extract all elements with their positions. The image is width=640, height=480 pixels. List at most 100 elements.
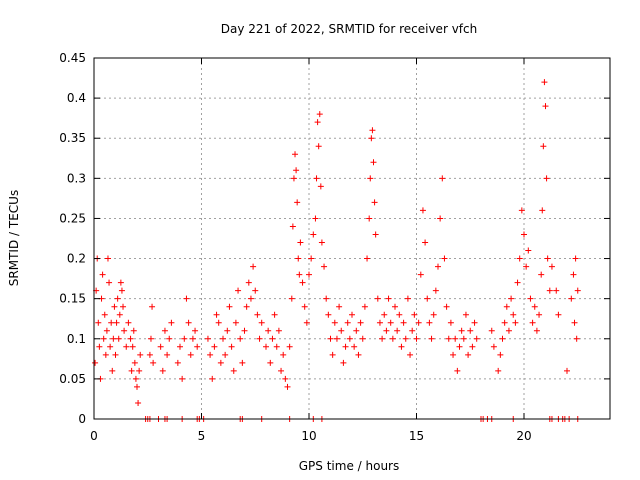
data-point: [121, 327, 128, 334]
data-point: [150, 359, 157, 366]
data-point: [132, 375, 139, 382]
data-point: [316, 111, 323, 118]
data-point: [183, 295, 190, 302]
data-point: [331, 319, 338, 326]
data-point: [521, 231, 527, 238]
data-point: [349, 311, 355, 318]
data-point: [435, 263, 441, 270]
data-point: [376, 319, 383, 326]
data-point: [456, 343, 463, 350]
data-point: [546, 287, 553, 294]
data-point: [174, 359, 181, 366]
grid: [94, 58, 610, 419]
data-point: [127, 335, 134, 342]
data-point: [540, 143, 547, 150]
data-point: [383, 327, 390, 334]
data-point: [387, 319, 394, 326]
data-point: [548, 263, 555, 270]
data-point: [220, 335, 226, 342]
data-point: [346, 335, 353, 342]
data-point: [315, 143, 322, 150]
data-point: [267, 359, 274, 366]
data-point: [333, 335, 340, 342]
data-point: [278, 367, 285, 374]
data-point: [101, 311, 108, 318]
data-point: [503, 303, 510, 310]
data-point: [107, 343, 114, 350]
data-point: [344, 319, 351, 326]
data-point: [471, 319, 478, 326]
data-point: [280, 351, 287, 358]
data-point: [411, 311, 418, 318]
data-point: [99, 271, 106, 278]
data-point: [110, 335, 117, 342]
data-point: [149, 303, 156, 310]
data-point: [458, 327, 465, 334]
data-point: [265, 327, 272, 334]
data-point: [488, 327, 495, 334]
data-point: [303, 319, 310, 326]
data-point: [508, 295, 515, 302]
data-point: [361, 303, 368, 310]
data-point: [92, 359, 99, 366]
data-point: [204, 335, 211, 342]
data-point: [355, 351, 362, 358]
data-point: [364, 255, 371, 262]
data-point: [452, 335, 459, 342]
data-point: [514, 279, 521, 286]
data-point: [426, 319, 433, 326]
data-point: [469, 343, 476, 350]
data-point: [381, 311, 388, 318]
data-point: [239, 359, 246, 366]
data-point: [389, 335, 396, 342]
data-point: [134, 383, 140, 390]
data-point: [286, 343, 293, 350]
data-point: [282, 375, 289, 382]
data-point: [284, 383, 291, 390]
y-axis-label: SRMTID / TECUs: [7, 190, 21, 286]
data-point: [228, 343, 235, 350]
data-point: [340, 359, 347, 366]
data-point: [215, 319, 222, 326]
data-point: [318, 239, 325, 246]
x-axis-label: GPS time / hours: [299, 459, 400, 473]
data-point: [313, 175, 320, 182]
data-point: [224, 327, 231, 334]
data-point: [245, 279, 252, 286]
data-point: [396, 311, 403, 318]
data-point: [400, 319, 407, 326]
y-tick-label: 0.35: [59, 131, 86, 145]
data-point: [100, 335, 107, 342]
data-point: [112, 351, 119, 358]
data-point: [529, 319, 536, 326]
y-tick-label: 0.45: [59, 51, 86, 65]
data-point: [564, 367, 570, 374]
data-point: [194, 343, 201, 350]
data-point: [402, 335, 409, 342]
data-point: [181, 335, 188, 342]
data-point: [297, 239, 304, 246]
data-point: [424, 295, 431, 302]
data-point: [447, 319, 454, 326]
data-point: [207, 351, 214, 358]
x-tick-label: 0: [90, 429, 98, 443]
data-point: [146, 351, 153, 358]
data-point: [450, 351, 457, 358]
data-point: [263, 343, 269, 350]
data-point: [128, 367, 135, 374]
x-tick-label: 10: [301, 429, 316, 443]
data-point: [366, 215, 373, 222]
data-point: [136, 367, 143, 374]
data-point: [241, 327, 248, 334]
data-point: [460, 335, 467, 342]
data-point: [189, 335, 196, 342]
data-point: [538, 271, 545, 278]
data-point: [353, 327, 360, 334]
data-point: [338, 327, 345, 334]
data-point: [321, 263, 328, 270]
data-point: [573, 335, 580, 342]
y-tick-label: 0.4: [67, 91, 86, 105]
data-point: [308, 255, 315, 262]
data-point: [179, 375, 186, 382]
data-point: [518, 207, 525, 214]
